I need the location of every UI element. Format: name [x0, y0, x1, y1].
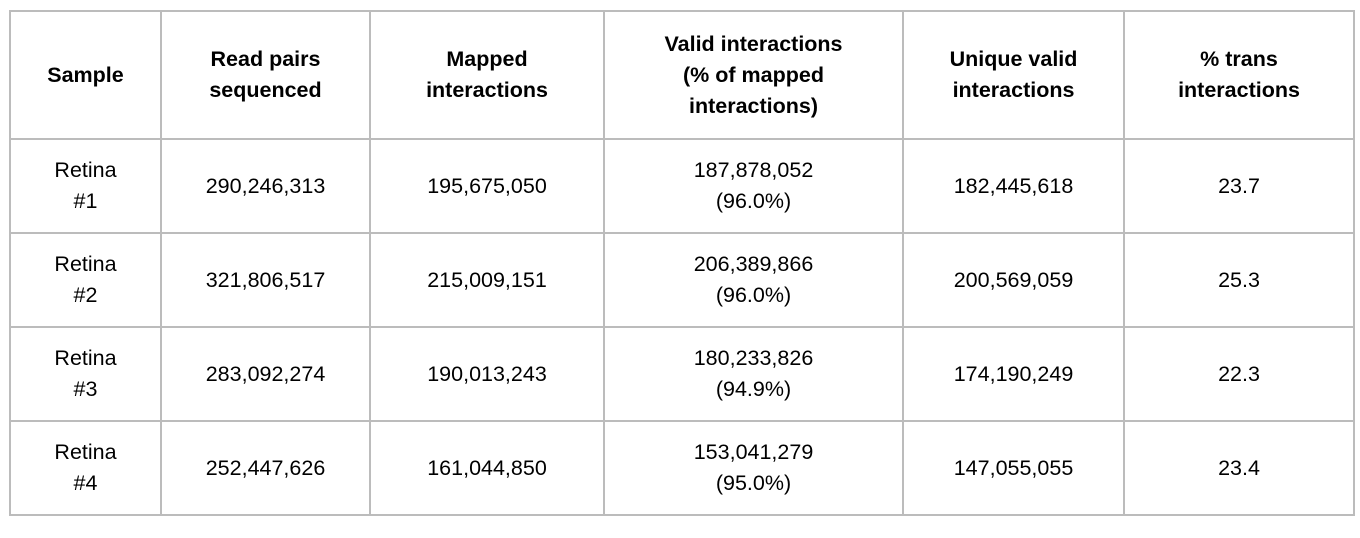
- table-row-retina-3: Retina #3 283,092,274 190,013,243 180,23…: [9, 326, 1355, 422]
- cell-mapped: 195,675,050: [369, 138, 605, 234]
- table-header-row: Sample Read pairs sequenced Mapped inter…: [9, 10, 1355, 140]
- cell-unique-valid: 147,055,055: [902, 420, 1125, 516]
- column-header-unique-valid: Unique valid interactions: [902, 10, 1125, 140]
- cell-sample: Retina #1: [9, 138, 162, 234]
- cell-read-pairs: 252,447,626: [160, 420, 371, 516]
- column-header-mapped: Mapped interactions: [369, 10, 605, 140]
- cell-pct-trans: 23.7: [1123, 138, 1355, 234]
- cell-pct-trans: 25.3: [1123, 232, 1355, 328]
- cell-valid: 180,233,826 (94.9%): [603, 326, 904, 422]
- column-header-pct-trans: % trans interactions: [1123, 10, 1355, 140]
- cell-pct-trans: 23.4: [1123, 420, 1355, 516]
- cell-read-pairs: 321,806,517: [160, 232, 371, 328]
- cell-pct-trans: 22.3: [1123, 326, 1355, 422]
- column-header-valid-interactions: Valid interactions (% of mapped interact…: [603, 10, 904, 140]
- cell-unique-valid: 174,190,249: [902, 326, 1125, 422]
- cell-mapped: 161,044,850: [369, 420, 605, 516]
- cell-valid: 187,878,052 (96.0%): [603, 138, 904, 234]
- cell-sample: Retina #4: [9, 420, 162, 516]
- column-header-sample: Sample: [9, 10, 162, 140]
- cell-valid: 153,041,279 (95.0%): [603, 420, 904, 516]
- table-row-retina-2: Retina #2 321,806,517 215,009,151 206,38…: [9, 232, 1355, 328]
- cell-valid: 206,389,866 (96.0%): [603, 232, 904, 328]
- cell-sample: Retina #3: [9, 326, 162, 422]
- table-row-retina-1: Retina #1 290,246,313 195,675,050 187,87…: [9, 138, 1355, 234]
- cell-mapped: 190,013,243: [369, 326, 605, 422]
- sequencing-stats-table: Sample Read pairs sequenced Mapped inter…: [9, 10, 1355, 516]
- cell-unique-valid: 182,445,618: [902, 138, 1125, 234]
- cell-sample: Retina #2: [9, 232, 162, 328]
- cell-unique-valid: 200,569,059: [902, 232, 1125, 328]
- table-row-retina-4: Retina #4 252,447,626 161,044,850 153,04…: [9, 420, 1355, 516]
- cell-read-pairs: 290,246,313: [160, 138, 371, 234]
- column-header-read-pairs: Read pairs sequenced: [160, 10, 371, 140]
- cell-mapped: 215,009,151: [369, 232, 605, 328]
- sequencing-stats-table-container: Sample Read pairs sequenced Mapped inter…: [9, 10, 1355, 516]
- cell-read-pairs: 283,092,274: [160, 326, 371, 422]
